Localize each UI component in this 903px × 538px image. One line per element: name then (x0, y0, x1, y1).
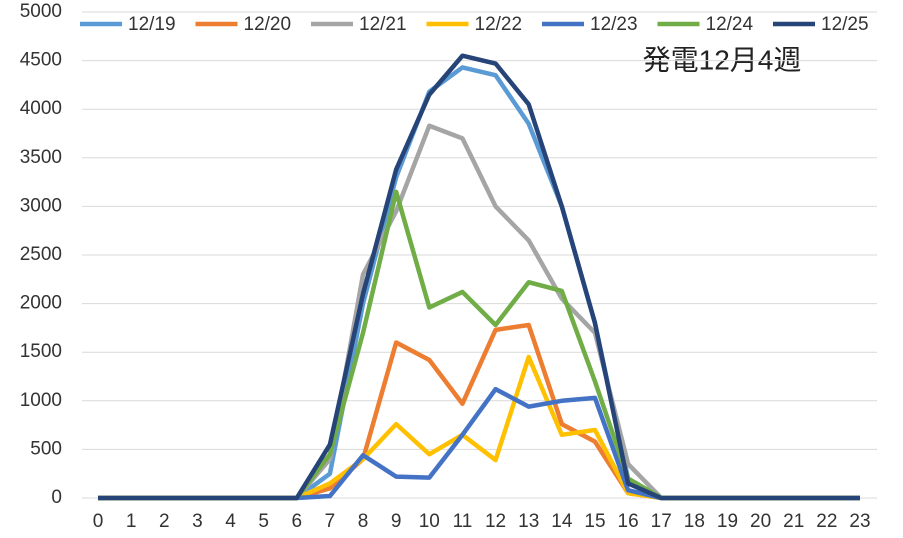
legend-label: 12/20 (244, 14, 292, 35)
series-line (98, 354, 860, 501)
x-tick-label: 19 (717, 511, 738, 532)
x-tick-label: 14 (551, 511, 573, 532)
y-tick-label: 2500 (20, 244, 62, 265)
series-line (98, 189, 860, 501)
x-tick-label: 1 (126, 511, 137, 532)
y-tick-label: 3500 (20, 147, 62, 168)
series-line (98, 123, 860, 501)
x-tick-label: 13 (518, 511, 539, 532)
y-tick-label: 1500 (20, 341, 62, 362)
x-tick-label: 17 (651, 511, 672, 532)
x-tick-label: 8 (358, 511, 369, 532)
series-line (98, 65, 860, 501)
x-tick-label: 3 (192, 511, 203, 532)
legend-label: 12/21 (359, 14, 407, 35)
y-tick-label: 1000 (20, 390, 62, 411)
x-tick-label: 15 (584, 511, 605, 532)
x-tick-label: 23 (849, 511, 870, 532)
x-tick-label: 12 (485, 511, 506, 532)
legend-label: 12/23 (590, 14, 638, 35)
x-tick-label: 11 (453, 511, 473, 532)
y-tick-label: 4000 (20, 98, 62, 119)
x-tick-label: 16 (618, 511, 639, 532)
x-tick-label: 6 (291, 511, 302, 532)
x-tick-label: 21 (783, 511, 804, 532)
y-tick-label: 5000 (20, 1, 62, 22)
x-tick-label: 20 (750, 511, 771, 532)
legend-label: 12/22 (475, 14, 523, 35)
series-line (98, 386, 860, 501)
legend-label: 12/25 (821, 14, 869, 35)
y-tick-label: 2000 (20, 293, 62, 314)
x-tick-label: 9 (391, 511, 402, 532)
x-tick-label: 18 (684, 511, 705, 532)
y-tick-label: 0 (51, 487, 62, 508)
x-tick-label: 10 (419, 511, 440, 532)
x-tick-label: 22 (816, 511, 837, 532)
legend-label: 12/19 (128, 14, 176, 35)
legend-label: 12/24 (706, 14, 754, 35)
y-tick-label: 500 (30, 438, 62, 459)
x-tick-label: 5 (258, 511, 269, 532)
y-tick-label: 3000 (20, 195, 62, 216)
y-tick-label: 4500 (20, 50, 62, 71)
series-line (98, 53, 860, 501)
x-tick-label: 7 (325, 511, 336, 532)
chart-title: 発電12月4週 (643, 44, 802, 75)
x-tick-label: 0 (93, 511, 104, 532)
x-tick-label: 4 (225, 511, 236, 532)
x-tick-label: 2 (159, 511, 170, 532)
